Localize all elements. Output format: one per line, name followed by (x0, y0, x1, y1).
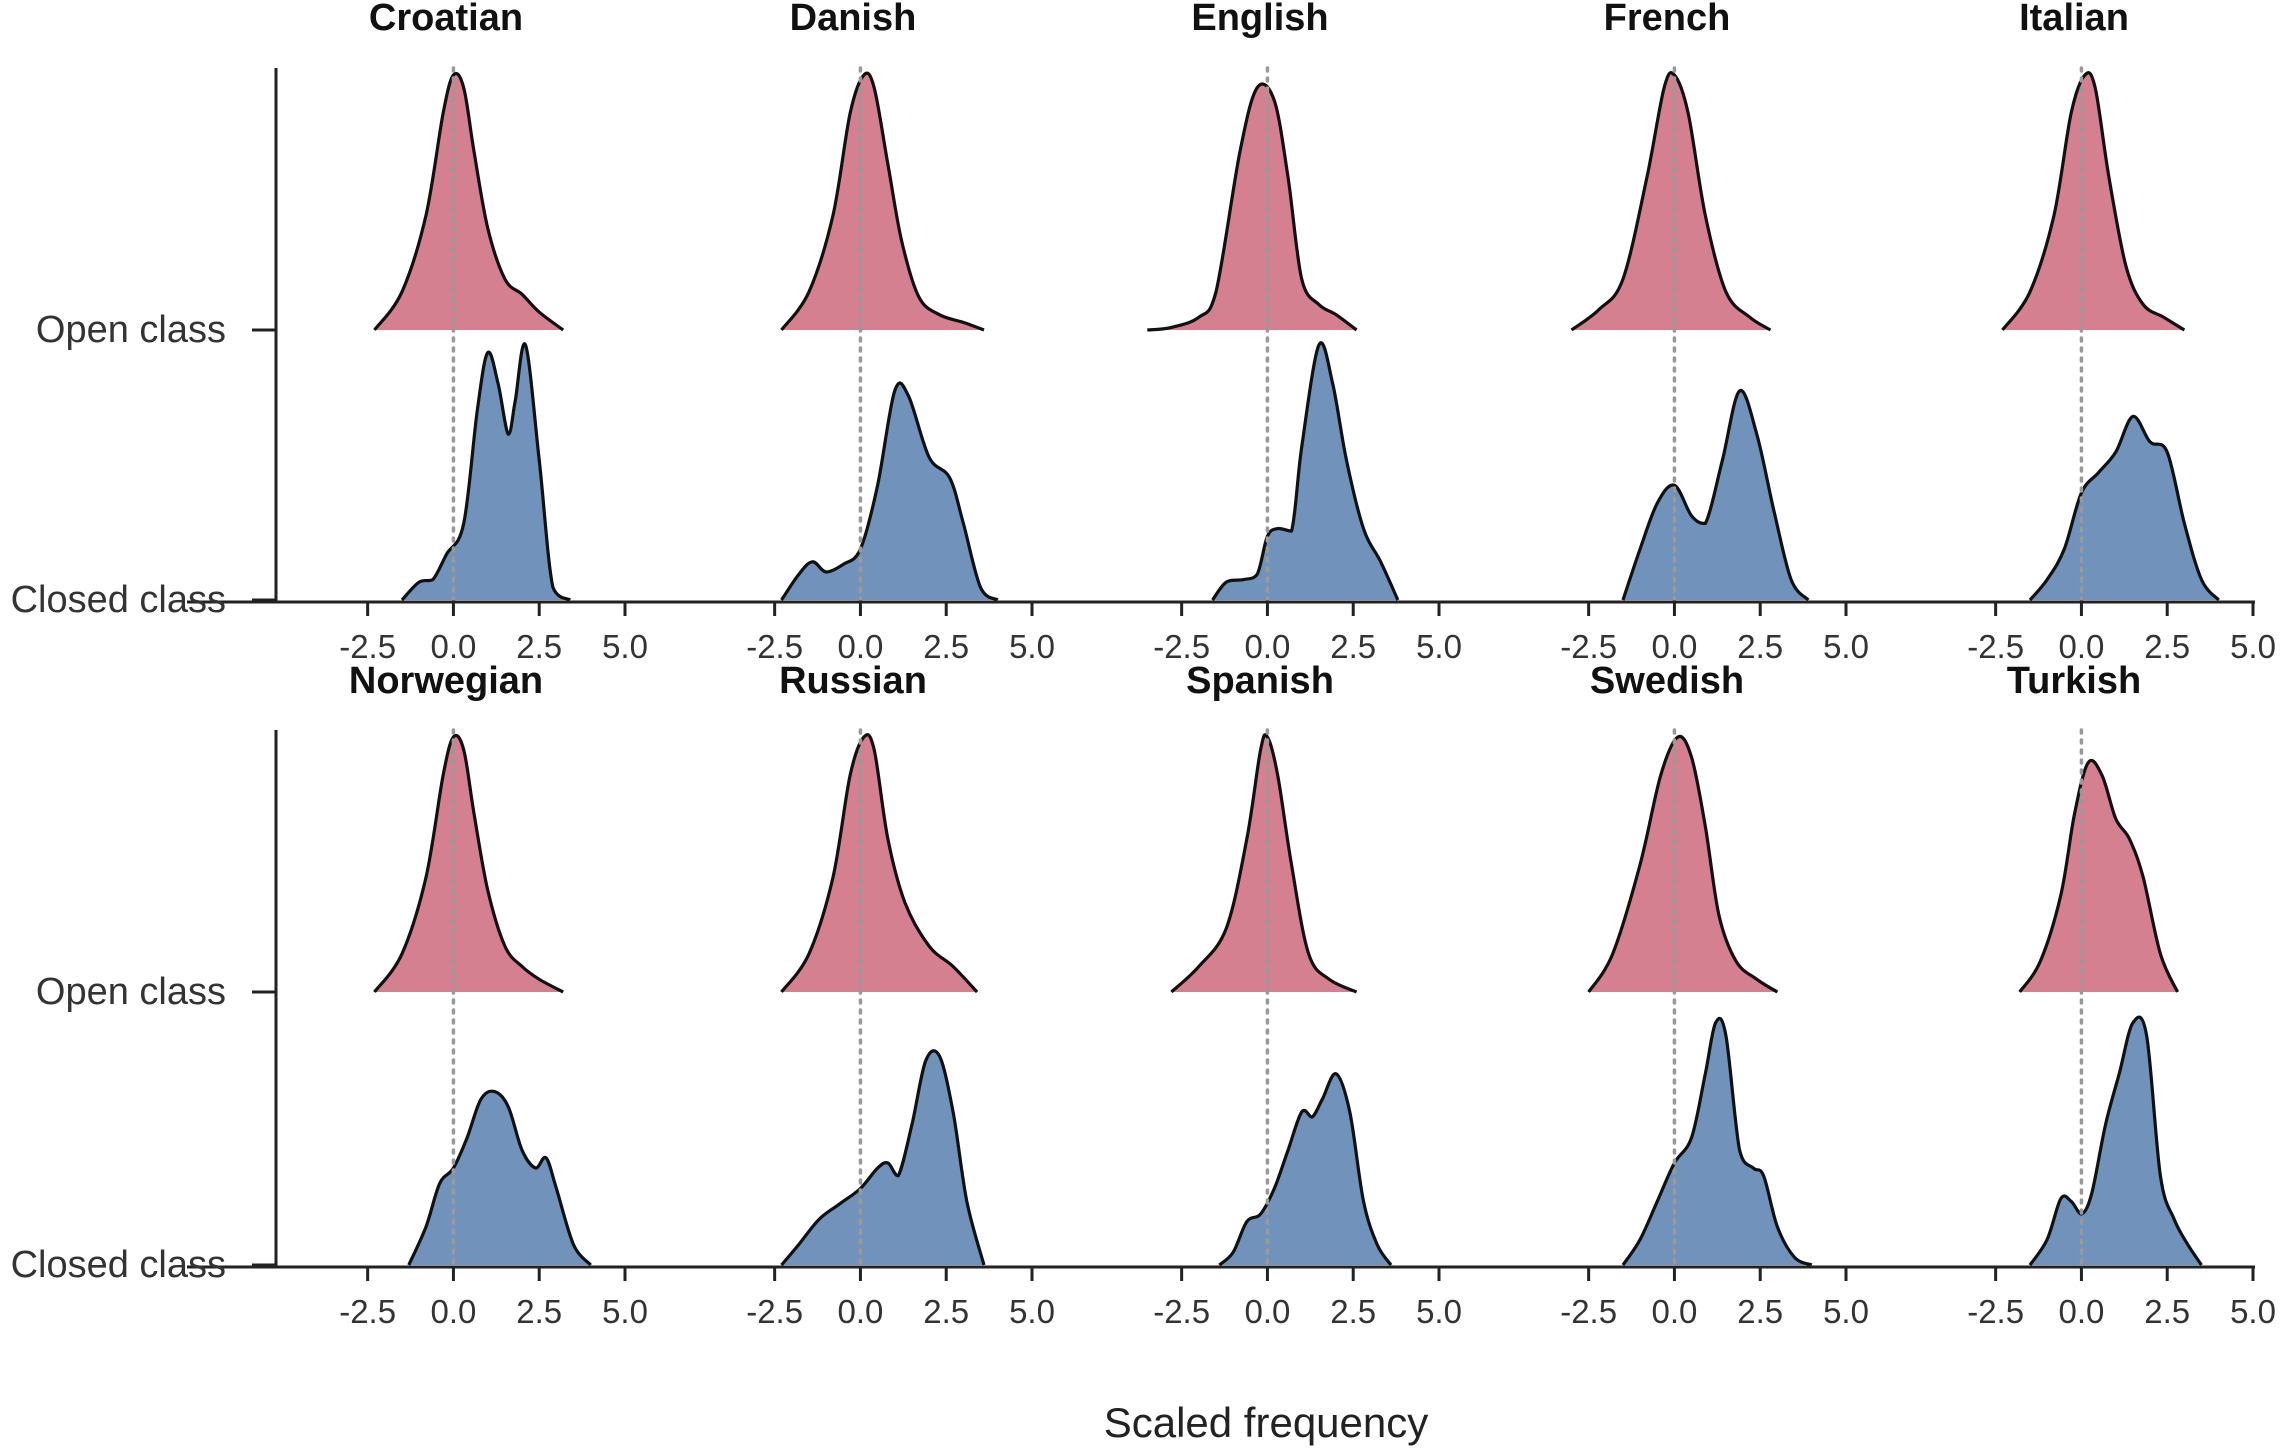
open-class-density-danish-area (781, 73, 984, 330)
x-tick-label: 0.0 (1651, 628, 1697, 665)
x-tick-label: -2.5 (746, 1293, 803, 1330)
x-tick-label: 0.0 (1651, 1293, 1697, 1330)
closed-class-density-russian-area (781, 1050, 984, 1265)
open-class-density-italian-area (2002, 72, 2185, 330)
x-tick-label: 2.5 (516, 1293, 562, 1330)
open-class-density-turkish-outline (2018, 758, 2179, 993)
x-tick-label: 5.0 (2230, 1293, 2276, 1330)
x-tick-label: 0.0 (430, 1293, 476, 1330)
y-label-closed-class: Closed class (11, 1244, 226, 1286)
y-label-open-class: Open class (36, 971, 226, 1013)
x-tick-label: 5.0 (1416, 1293, 1462, 1330)
panel-title-norwegian: Norwegian (349, 660, 543, 702)
x-tick-label: -2.5 (1967, 1293, 2024, 1330)
closed-class-density-norwegian-area (408, 1091, 591, 1265)
open-class-density-spanish-outline (1170, 733, 1358, 994)
x-tick-label: -2.5 (339, 1293, 396, 1330)
x-tick-label: 0.0 (1244, 1293, 1290, 1330)
open-class-density-turkish-area (2019, 760, 2178, 992)
closed-class-density-swedish-area (1623, 1018, 1812, 1265)
x-tick-label: 0.0 (837, 628, 883, 665)
open-class-density-swedish-outline (1587, 734, 1779, 994)
panel-title-english: English (1191, 0, 1328, 39)
x-tick-label: 5.0 (1009, 1293, 1055, 1330)
x-tick-label: -2.5 (1560, 628, 1617, 665)
x-tick-label: 2.5 (516, 628, 562, 665)
x-tick-label: 5.0 (1009, 628, 1055, 665)
x-tick-label: 2.5 (1330, 1293, 1376, 1330)
x-tick-label: 0.0 (837, 1293, 883, 1330)
open-class-density-norwegian-outline (373, 733, 564, 994)
closed-class-density-spanish-area (1219, 1073, 1391, 1265)
open-class-density-russian-outline (780, 733, 979, 994)
panel-title-croatian: Croatian (369, 0, 523, 39)
x-tick-label: -2.5 (1967, 628, 2024, 665)
closed-class-density-french-area (1623, 390, 1809, 600)
x-tick-label: 2.5 (2144, 1293, 2190, 1330)
closed-class-density-english-outline (1211, 341, 1400, 601)
closed-class-density-russian-outline (780, 1049, 986, 1267)
x-tick-label: 0.0 (430, 628, 476, 665)
x-tick-label: 5.0 (1823, 1293, 1869, 1330)
x-axis-title: Scaled frequency (1104, 1399, 1429, 1446)
x-tick-label: 5.0 (1823, 628, 1869, 665)
panel-title-spanish: Spanish (1186, 660, 1334, 702)
panel-title-french: French (1604, 0, 1731, 39)
closed-class-density-danish-area (781, 383, 998, 600)
closed-class-density-croatian-outline (400, 342, 572, 602)
x-tick-label: -2.5 (1153, 1293, 1210, 1330)
x-tick-label: 5.0 (602, 1293, 648, 1330)
x-tick-label: 2.5 (923, 628, 969, 665)
panel-title-turkish: Turkish (2007, 660, 2141, 702)
open-class-density-french-outline (1570, 71, 1772, 332)
open-class-density-spanish-area (1171, 734, 1357, 992)
closed-class-density-italian-area (2030, 416, 2219, 600)
x-tick-label: -2.5 (1560, 1293, 1617, 1330)
x-tick-label: 0.0 (1244, 628, 1290, 665)
x-tick-label: 0.0 (2058, 1293, 2104, 1330)
closed-class-density-french-outline (1621, 389, 1810, 602)
x-tick-label: -2.5 (1153, 628, 1210, 665)
closed-class-density-swedish-outline (1621, 1016, 1813, 1267)
x-tick-label: 5.0 (1416, 628, 1462, 665)
closed-class-density-turkish-outline (2028, 1015, 2203, 1266)
panel-title-swedish: Swedish (1590, 660, 1744, 702)
x-tick-label: 2.5 (1330, 628, 1376, 665)
open-class-density-russian-area (781, 734, 978, 992)
open-class-density-italian-outline (2001, 71, 2186, 332)
closed-class-density-italian-outline (2028, 414, 2220, 602)
closed-class-density-spanish-outline (1218, 1072, 1393, 1267)
x-tick-label: 5.0 (2230, 628, 2276, 665)
closed-class-density-danish-outline (780, 381, 999, 602)
x-tick-label: 0.0 (2058, 628, 2104, 665)
y-label-open-class: Open class (36, 309, 226, 351)
open-class-density-danish-outline (780, 71, 985, 332)
closed-class-density-croatian-area (402, 343, 571, 600)
open-class-density-croatian-outline (373, 71, 565, 332)
x-tick-label: 5.0 (602, 628, 648, 665)
x-tick-label: 2.5 (923, 1293, 969, 1330)
open-class-density-norwegian-area (374, 735, 564, 992)
x-tick-label: 2.5 (1737, 628, 1783, 665)
open-class-density-english-outline (1147, 82, 1358, 332)
closed-class-density-turkish-area (2030, 1017, 2202, 1265)
x-tick-label: 2.5 (1737, 1293, 1783, 1330)
open-class-density-swedish-area (1588, 736, 1778, 992)
x-tick-label: 2.5 (2144, 628, 2190, 665)
closed-class-density-english-area (1212, 342, 1398, 600)
open-class-density-english-area (1147, 83, 1357, 330)
y-label-closed-class: Closed class (11, 579, 226, 621)
closed-class-density-norwegian-outline (407, 1089, 592, 1267)
open-class-density-french-area (1571, 72, 1771, 330)
panel-title-russian: Russian (779, 660, 927, 702)
open-class-density-croatian-area (374, 73, 564, 331)
panel-title-italian: Italian (2019, 0, 2129, 39)
panel-title-danish: Danish (790, 0, 917, 39)
x-tick-label: -2.5 (746, 628, 803, 665)
x-tick-label: -2.5 (339, 628, 396, 665)
